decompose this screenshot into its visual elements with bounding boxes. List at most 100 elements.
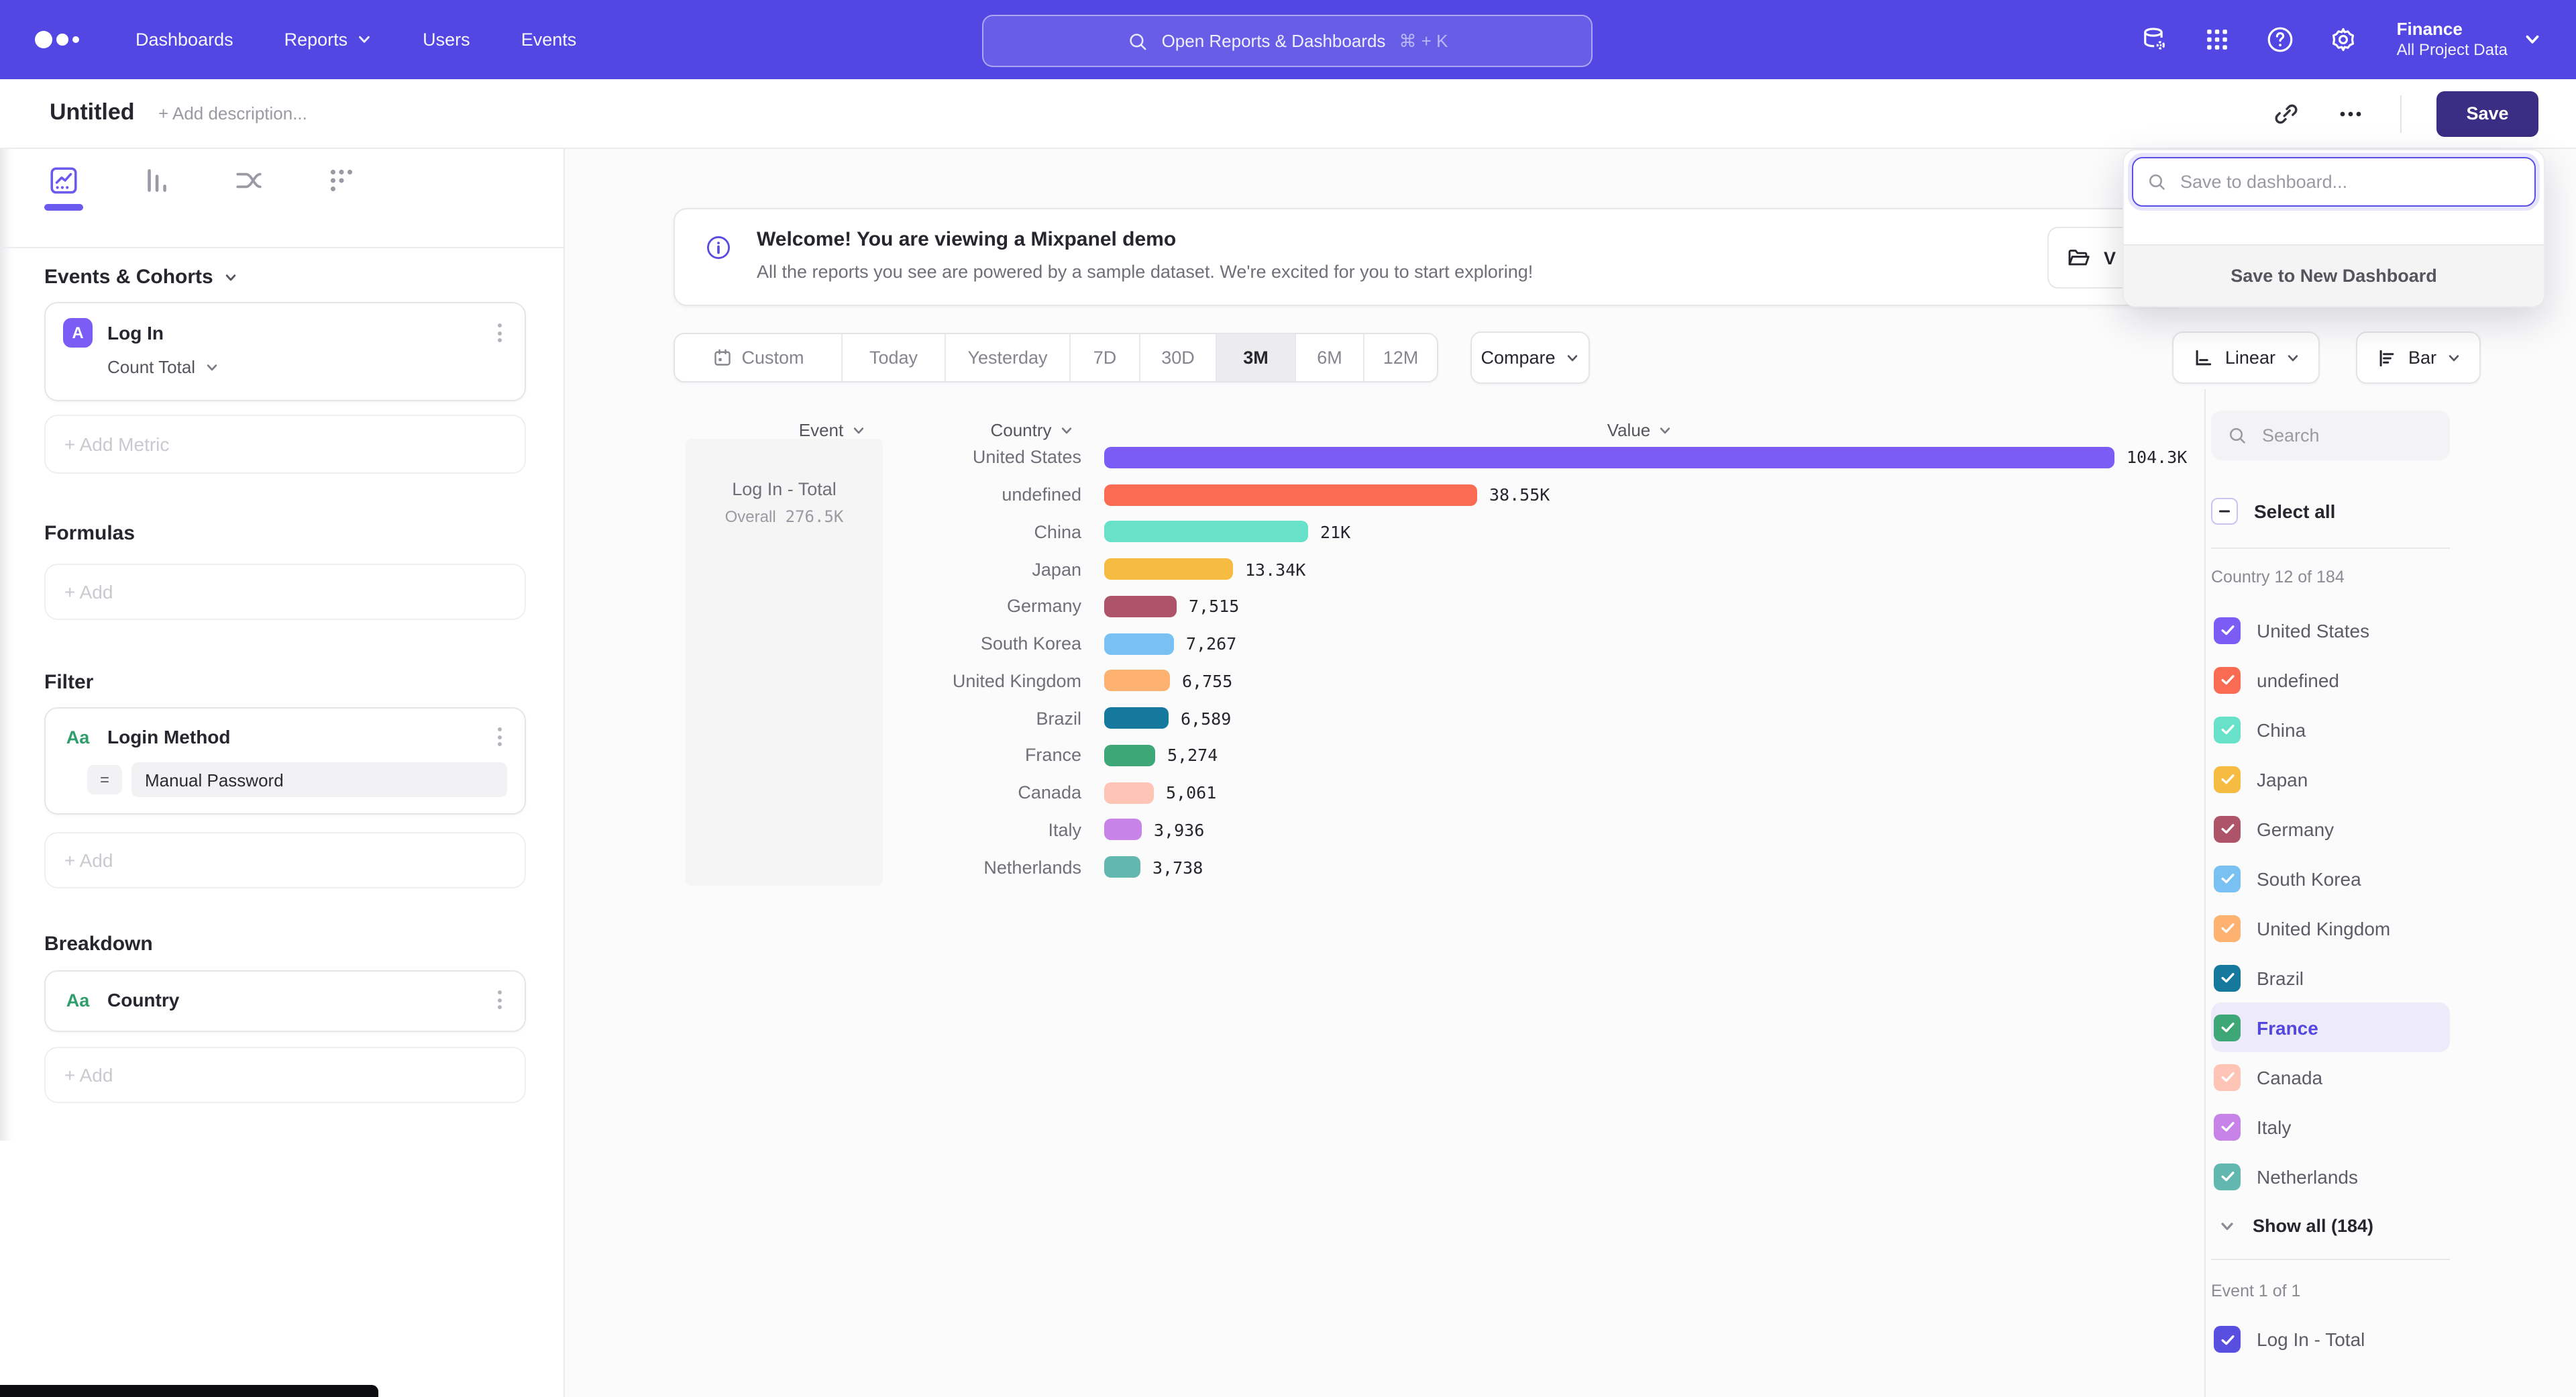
country-row-brazil[interactable]: Brazil (2211, 953, 2450, 1002)
nav-events[interactable]: Events (521, 30, 577, 50)
help-icon[interactable] (2265, 25, 2295, 54)
segment-search[interactable] (2211, 411, 2450, 460)
copy-link-icon[interactable] (2271, 99, 2301, 128)
range-option-3m[interactable]: 3M (1217, 334, 1296, 381)
country-checkbox[interactable] (2214, 915, 2241, 941)
bar[interactable] (1104, 745, 1155, 766)
country-row-united-kingdom[interactable]: United Kingdom (2211, 903, 2450, 953)
column-header-value[interactable]: Value (1572, 420, 1707, 440)
country-row-undefined[interactable]: undefined (2211, 655, 2450, 705)
bar[interactable] (1104, 521, 1308, 543)
country-checkbox[interactable] (2214, 666, 2241, 693)
bar[interactable] (1104, 782, 1154, 803)
filter-operator[interactable]: = (87, 765, 122, 794)
bar[interactable] (1104, 670, 1170, 692)
compare-button[interactable]: Compare (1470, 331, 1590, 384)
range-option-yesterday[interactable]: Yesterday (946, 334, 1071, 381)
event-summary-cell[interactable]: Log In - Total Overall 276.5K (686, 439, 883, 886)
event-checkbox[interactable] (2214, 1326, 2241, 1353)
country-row-germany[interactable]: Germany (2211, 804, 2450, 853)
range-option-7d[interactable]: 7D (1071, 334, 1140, 381)
country-checkbox[interactable] (2214, 964, 2241, 991)
bar[interactable] (1104, 707, 1169, 729)
country-row-south-korea[interactable]: South Korea (2211, 853, 2450, 903)
segment-search-input[interactable] (2259, 424, 2426, 447)
global-search-button[interactable]: Open Reports & Dashboards ⌘ + K (982, 15, 1593, 67)
country-checkbox[interactable] (2214, 1163, 2241, 1190)
bar[interactable] (1104, 819, 1142, 841)
aggregation-selector[interactable]: Count Total (107, 357, 525, 377)
breakdown-card[interactable]: Aa Country (44, 970, 526, 1032)
bar[interactable] (1104, 484, 1477, 505)
kebab-menu-icon[interactable] (492, 722, 507, 752)
country-checkbox[interactable] (2214, 815, 2241, 842)
event-legend-row[interactable]: Log In - Total (2211, 1316, 2453, 1362)
filter-card[interactable]: Aa Login Method = Manual Password (44, 707, 526, 815)
scale-selector[interactable]: Linear (2173, 331, 2320, 384)
bar[interactable] (1104, 447, 2114, 468)
select-all-row[interactable]: Select all (2211, 493, 2453, 530)
add-metric-button[interactable]: + Add Metric (44, 415, 526, 474)
tab-funnels[interactable] (141, 165, 172, 196)
country-checkbox[interactable] (2214, 1014, 2241, 1041)
column-header-event[interactable]: Event (778, 420, 885, 440)
country-checkbox[interactable] (2214, 1064, 2241, 1090)
country-checkbox[interactable] (2214, 1113, 2241, 1140)
country-row-japan[interactable]: Japan (2211, 754, 2450, 804)
events-cohorts-heading[interactable]: Events & Cohorts (44, 266, 526, 289)
add-formula-button[interactable]: + Add (44, 564, 526, 620)
kebab-menu-icon[interactable] (492, 318, 507, 348)
bar[interactable] (1104, 596, 1177, 617)
range-option-custom[interactable]: Custom (675, 334, 843, 381)
add-description[interactable]: + Add description... (158, 103, 307, 123)
tab-insights[interactable] (48, 165, 79, 196)
bar[interactable] (1104, 633, 1174, 654)
nav-reports[interactable]: Reports (284, 30, 372, 50)
save-dashboard-search[interactable] (2132, 157, 2536, 207)
filter-value[interactable]: Manual Password (131, 762, 507, 797)
kebab-menu-icon[interactable] (492, 985, 507, 1015)
settings-gear-icon[interactable] (2328, 25, 2358, 54)
country-checkbox[interactable] (2214, 766, 2241, 792)
country-checkbox[interactable] (2214, 716, 2241, 743)
add-filter-button[interactable]: + Add (44, 832, 526, 888)
country-row-united-states[interactable]: United States (2211, 605, 2450, 655)
bar-value-label: 104.3K (2127, 448, 2187, 468)
report-title[interactable]: Untitled (50, 99, 135, 126)
more-options-icon[interactable] (2336, 99, 2365, 128)
save-button[interactable]: Save (2436, 91, 2538, 136)
apps-grid-icon[interactable] (2202, 25, 2232, 54)
country-checkbox[interactable] (2214, 617, 2241, 643)
range-option-today[interactable]: Today (843, 334, 946, 381)
country-checkbox[interactable] (2214, 865, 2241, 892)
event-series-name: Log In - Total (686, 479, 883, 499)
chart-type-selector[interactable]: Bar (2356, 331, 2481, 384)
country-label: Italy (2257, 1116, 2291, 1137)
country-row-canada[interactable]: Canada (2211, 1052, 2450, 1102)
bar[interactable] (1104, 558, 1233, 580)
country-row-netherlands[interactable]: Netherlands (2211, 1151, 2450, 1201)
range-option-6m[interactable]: 6M (1296, 334, 1364, 381)
column-header-country[interactable]: Country (965, 420, 1099, 440)
mixpanel-logo-icon[interactable] (35, 31, 79, 48)
range-option-30d[interactable]: 30D (1140, 334, 1217, 381)
country-row-france[interactable]: France (2211, 1002, 2450, 1052)
nav-dashboards[interactable]: Dashboards (136, 30, 233, 50)
save-to-new-dashboard-button[interactable]: Save to New Dashboard (2124, 244, 2544, 306)
country-row-china[interactable]: China (2211, 705, 2450, 754)
project-switcher[interactable]: Finance All Project Data (2397, 19, 2541, 60)
country-row-italy[interactable]: Italy (2211, 1102, 2450, 1151)
check-icon (2218, 621, 2236, 639)
nav-users[interactable]: Users (423, 30, 470, 50)
bar[interactable] (1104, 856, 1140, 878)
tab-retention[interactable] (326, 165, 357, 196)
metric-card[interactable]: A Log In Count Total (44, 302, 526, 401)
data-management-icon[interactable] (2139, 25, 2169, 54)
tab-flows[interactable] (233, 165, 264, 196)
filter-property-name: Login Method (107, 726, 492, 747)
select-all-checkbox[interactable] (2211, 498, 2238, 525)
add-breakdown-button[interactable]: + Add (44, 1047, 526, 1103)
range-option-12m[interactable]: 12M (1364, 334, 1437, 381)
show-all-button[interactable]: Show all (184) (2211, 1201, 2453, 1251)
save-dashboard-input[interactable] (2178, 170, 2491, 193)
